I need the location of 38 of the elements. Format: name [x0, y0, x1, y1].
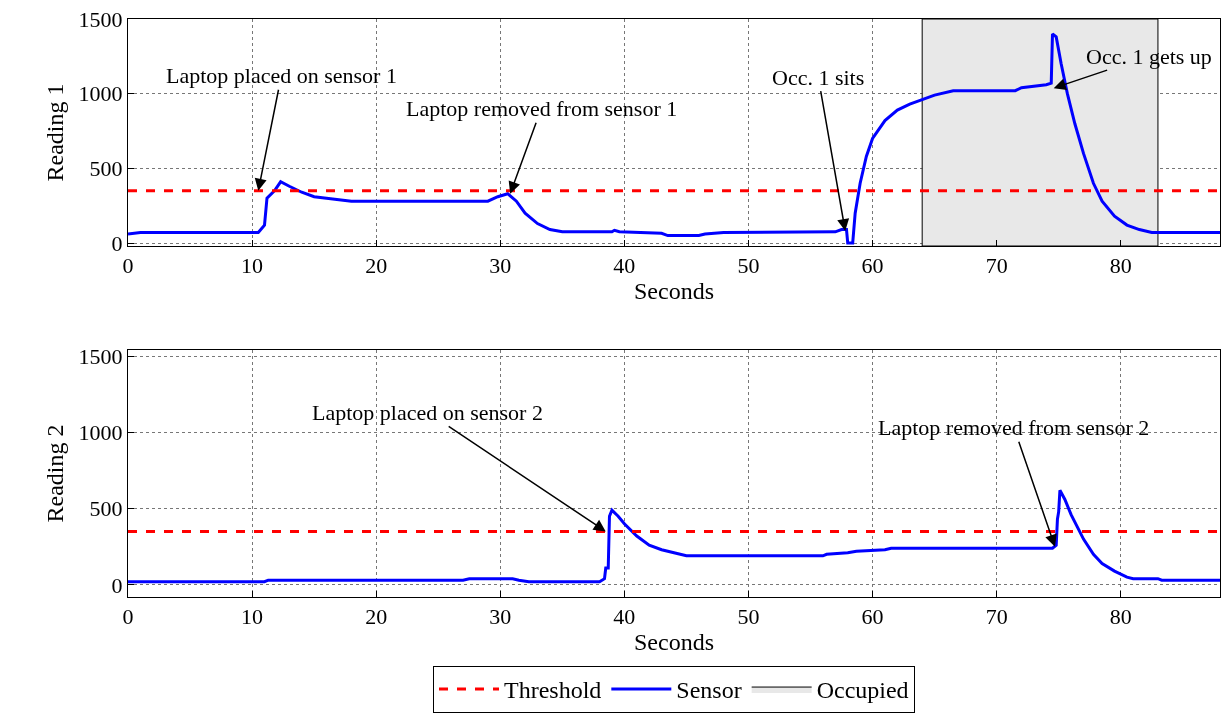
x-tick-label: 70: [985, 604, 1008, 630]
x-tick-label: 20: [365, 253, 388, 279]
legend-label: Sensor: [676, 677, 742, 704]
x-axis-title: Seconds: [634, 278, 714, 305]
line-series: [128, 488, 1220, 584]
legend-label: Occupied: [816, 677, 909, 704]
x-tick-label: 60: [861, 253, 884, 279]
y-tick-label: 500: [89, 496, 123, 522]
x-tick-label: 30: [489, 604, 512, 630]
annotation: Laptop placed on sensor 1: [166, 63, 397, 88]
x-tick-label: 10: [241, 604, 264, 630]
y-tick-label: 500: [89, 156, 123, 182]
y-tick-label: 1000: [78, 420, 123, 446]
x-tick-label: 40: [613, 604, 636, 630]
annotation: Occ. 1 sits: [772, 65, 865, 90]
x-tick-label: 80: [1109, 604, 1132, 630]
x-tick-label: 20: [365, 604, 388, 630]
x-axis-title: Seconds: [634, 629, 714, 656]
x-tick-label: 40: [613, 253, 636, 279]
x-tick-label: 10: [241, 253, 264, 279]
x-tick-label: 60: [861, 604, 884, 630]
y-tick-label: 1000: [78, 81, 123, 107]
annotation: Laptop removed from sensor 1: [406, 96, 678, 121]
y-axis-title: Reading 1: [41, 83, 68, 182]
x-tick-label: 80: [1109, 253, 1132, 279]
y-tick-label: 1500: [78, 6, 123, 32]
annotation: Laptop removed from sensor 2: [878, 415, 1150, 440]
x-tick-label: 30: [489, 253, 512, 279]
annotation: Laptop placed on sensor 2: [312, 400, 543, 425]
y-tick-label: 1500: [78, 343, 123, 369]
y-axis-title: Reading 2: [41, 424, 68, 523]
y-tick-label: 0: [111, 572, 123, 598]
x-tick-label: 50: [737, 253, 760, 279]
x-tick-label: 70: [985, 253, 1008, 279]
line-series: [128, 32, 1220, 245]
y-tick-label: 0: [111, 230, 123, 256]
x-tick-label: 50: [737, 604, 760, 630]
legend-label: Threshold: [504, 677, 602, 704]
